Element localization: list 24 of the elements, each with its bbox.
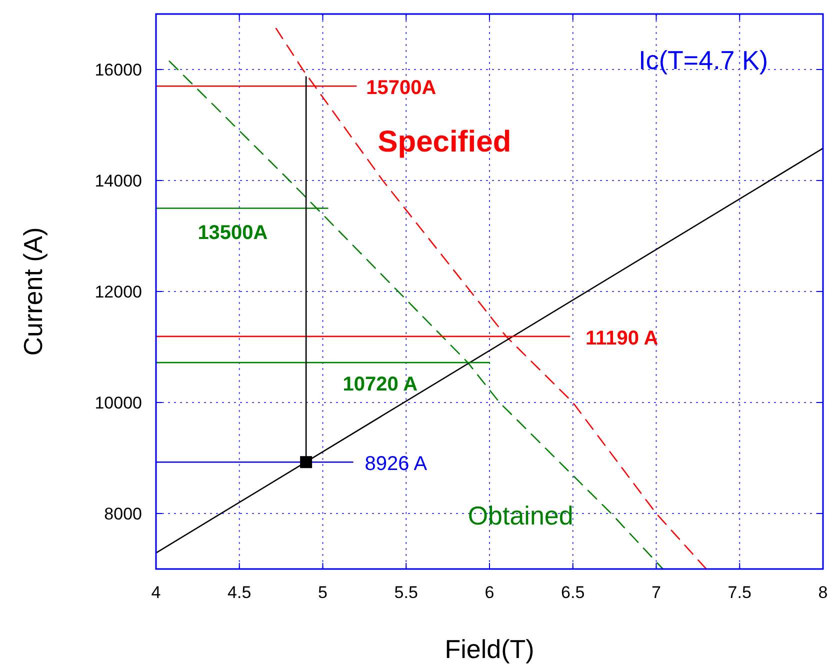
- y-tick-label: 16000: [94, 60, 142, 80]
- x-axis-title: Field(T): [444, 634, 534, 664]
- x-tick-label: 5: [318, 583, 328, 602]
- x-tick-label: 7: [652, 583, 661, 602]
- x-tick-label: 6.5: [561, 583, 585, 602]
- y-tick-label: 14000: [94, 172, 142, 190]
- annotation: Ic(T=4.7 K): [638, 45, 768, 75]
- x-tick-label: 6: [484, 583, 494, 602]
- series-label: Specified: [378, 126, 512, 159]
- y-tick-label: 10000: [94, 394, 142, 412]
- x-tick-label: 4: [151, 583, 161, 602]
- y-axis-title: Current (A): [18, 227, 48, 356]
- y-tick-label: 12000: [94, 282, 142, 302]
- x-tick-label: 7.5: [728, 583, 752, 602]
- x-tick-label: 8: [818, 583, 828, 602]
- series-label: 13500A: [198, 222, 268, 244]
- x-tick-label: 4.5: [228, 583, 252, 602]
- series-label: 10720 A: [342, 373, 418, 396]
- series-label: 11190 A: [586, 327, 658, 350]
- y-tick-label: 8000: [104, 504, 142, 524]
- series-label: 15700A: [366, 77, 436, 100]
- x-tick-label: 5.5: [394, 583, 418, 602]
- series-label: Obtained: [468, 500, 574, 531]
- series-label: 8926 A: [364, 453, 428, 476]
